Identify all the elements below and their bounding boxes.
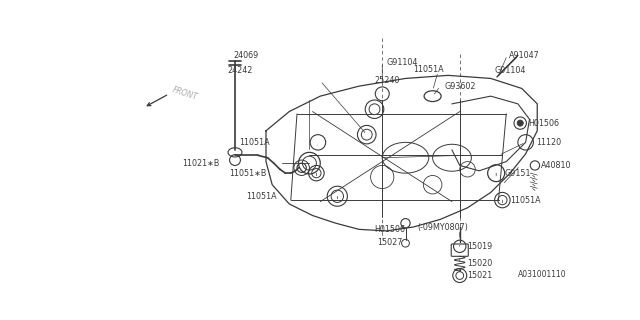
Text: G93602: G93602: [444, 82, 476, 91]
Text: 11120: 11120: [536, 138, 561, 147]
Text: 11051A: 11051A: [246, 192, 277, 201]
Text: 15020: 15020: [467, 259, 493, 268]
Text: A031001110: A031001110: [518, 270, 566, 279]
Circle shape: [517, 120, 524, 126]
Text: G91104: G91104: [495, 66, 526, 75]
Text: A40810: A40810: [541, 161, 572, 170]
Text: 15021: 15021: [467, 271, 493, 280]
Text: 11051∗B: 11051∗B: [229, 169, 266, 178]
Text: (-09MY0807): (-09MY0807): [417, 222, 468, 232]
Text: 11021∗B: 11021∗B: [182, 159, 220, 168]
Text: G9151: G9151: [505, 169, 531, 178]
Text: 11051A: 11051A: [239, 138, 269, 147]
Text: 11051A: 11051A: [510, 196, 541, 204]
Text: H01506: H01506: [374, 225, 406, 234]
Text: FRONT: FRONT: [172, 85, 199, 102]
Text: A91047: A91047: [509, 51, 540, 60]
Text: 11051A: 11051A: [413, 65, 444, 74]
Text: H01506: H01506: [528, 119, 559, 128]
Text: 15027: 15027: [377, 238, 402, 247]
Circle shape: [369, 104, 380, 115]
Text: G91104: G91104: [387, 58, 419, 67]
Text: 24242: 24242: [227, 66, 253, 75]
Text: 24069: 24069: [234, 51, 259, 60]
Text: 25240: 25240: [374, 76, 400, 85]
Text: 15019: 15019: [467, 242, 493, 251]
